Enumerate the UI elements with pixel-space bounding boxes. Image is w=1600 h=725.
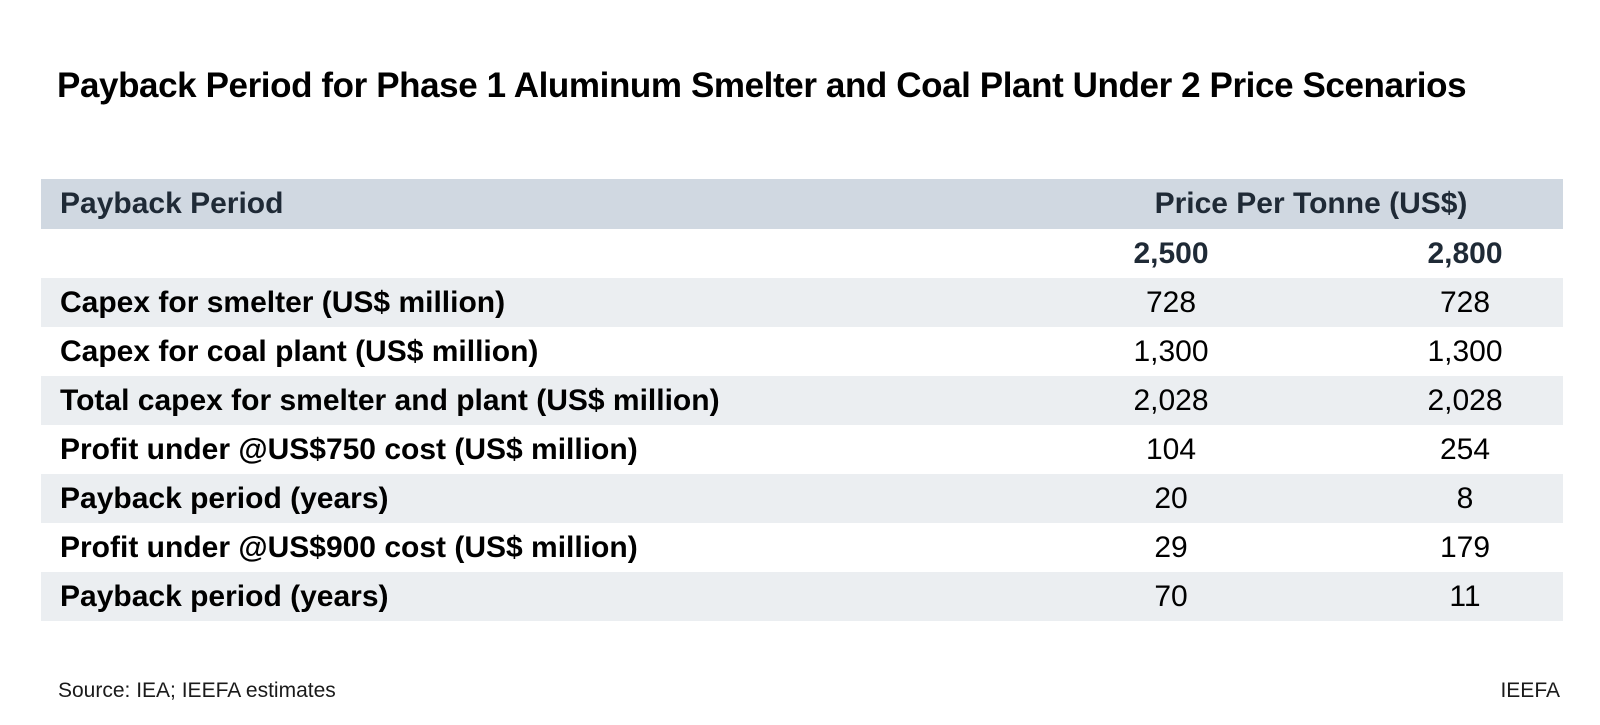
row-value-2500: 728 <box>1145 285 1197 319</box>
brand-label: IEEFA <box>1500 679 1560 702</box>
row-value-2500: 29 <box>1154 530 1188 564</box>
row-value-2500: 104 <box>1145 432 1197 466</box>
row-value-2800: 1,300 <box>1427 334 1503 368</box>
page-title: Payback Period for Phase 1 Aluminum Smel… <box>57 66 1467 105</box>
row-value-2800: 2,028 <box>1427 383 1503 417</box>
row-label: Payback period (years) <box>60 481 389 515</box>
row-label: Profit under @US$750 cost (US$ million) <box>60 432 638 466</box>
row-label: Capex for smelter (US$ million) <box>60 285 506 319</box>
table-header-row: Payback Period Price Per Tonne (US$) <box>41 179 1563 229</box>
row-value-2800: 8 <box>1456 481 1474 515</box>
row-label: Total capex for smelter and plant (US$ m… <box>60 383 720 417</box>
header-price-span: Price Per Tonne (US$) <box>1154 187 1468 220</box>
row-value-2500: 1,300 <box>1133 334 1209 368</box>
price-subheader-row: 2,500 2,800 <box>41 229 1563 278</box>
header-label: Payback Period <box>60 187 284 220</box>
price-column-2500: 2,500 <box>1133 236 1209 270</box>
row-value-2800: 254 <box>1439 432 1491 466</box>
table-row: Capex for coal plant (US$ million) 1,300… <box>41 327 1563 376</box>
row-label: Payback period (years) <box>60 579 389 613</box>
row-value-2800: 11 <box>1449 579 1481 613</box>
price-column-2800: 2,800 <box>1427 236 1503 270</box>
row-value-2500: 70 <box>1154 579 1188 613</box>
row-value-2500: 20 <box>1154 481 1188 515</box>
row-label: Capex for coal plant (US$ million) <box>60 334 539 368</box>
table-row: Profit under @US$900 cost (US$ million) … <box>41 523 1563 572</box>
row-label: Profit under @US$900 cost (US$ million) <box>60 530 638 564</box>
table-row: Capex for smelter (US$ million) 728 728 <box>41 278 1563 327</box>
row-value-2800: 728 <box>1439 285 1491 319</box>
table-row: Payback period (years) 20 8 <box>41 474 1563 523</box>
payback-table: Payback Period Price Per Tonne (US$) 2,5… <box>41 179 1563 621</box>
table-row: Total capex for smelter and plant (US$ m… <box>41 376 1563 425</box>
row-value-2800: 179 <box>1439 530 1491 564</box>
source-note: Source: IEA; IEEFA estimates <box>58 679 336 702</box>
table-row: Payback period (years) 70 11 <box>41 572 1563 621</box>
row-value-2500: 2,028 <box>1133 383 1209 417</box>
table-row: Profit under @US$750 cost (US$ million) … <box>41 425 1563 474</box>
